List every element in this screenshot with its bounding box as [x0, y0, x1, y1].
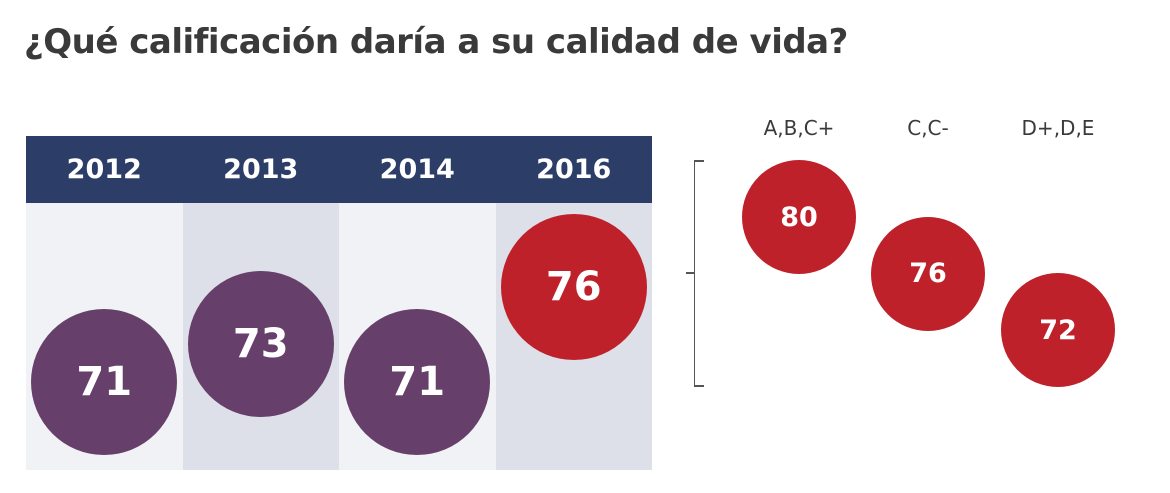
table-header-bar — [26, 136, 652, 203]
yearly-table: 2012 71 2013 73 2014 71 2016 76 — [26, 136, 652, 470]
year-column-2014: 2014 71 — [339, 136, 496, 470]
segment-bubble-0: 80 — [742, 160, 856, 274]
segment-label-1: C,C- — [907, 116, 949, 140]
bracket-bottom — [694, 385, 704, 387]
bracket-top — [694, 160, 704, 162]
segment-bubble-1: 76 — [871, 216, 985, 331]
segment-label-0: A,B,C+ — [763, 116, 835, 140]
bracket — [694, 160, 707, 386]
bubble-2012: 71 — [31, 309, 178, 455]
year-column-2013: 2013 73 — [182, 136, 339, 470]
bubble-2013: 73 — [187, 271, 334, 417]
segment-bubble-2: 72 — [1001, 273, 1115, 387]
year-label-2012: 2012 — [66, 154, 142, 185]
chart-title: ¿Qué calificación daría a su calidad de … — [24, 22, 848, 62]
bubble-2016: 76 — [500, 214, 647, 360]
year-label-2016: 2016 — [536, 154, 612, 185]
year-column-2012: 2012 71 — [26, 136, 183, 470]
segment-label-2: D+,D,E — [1021, 116, 1095, 140]
bubble-2014: 71 — [344, 309, 491, 455]
year-column-2016: 2016 76 — [495, 136, 652, 470]
bracket-mid — [686, 272, 695, 274]
year-label-2013: 2013 — [223, 154, 299, 185]
year-label-2014: 2014 — [379, 154, 455, 185]
